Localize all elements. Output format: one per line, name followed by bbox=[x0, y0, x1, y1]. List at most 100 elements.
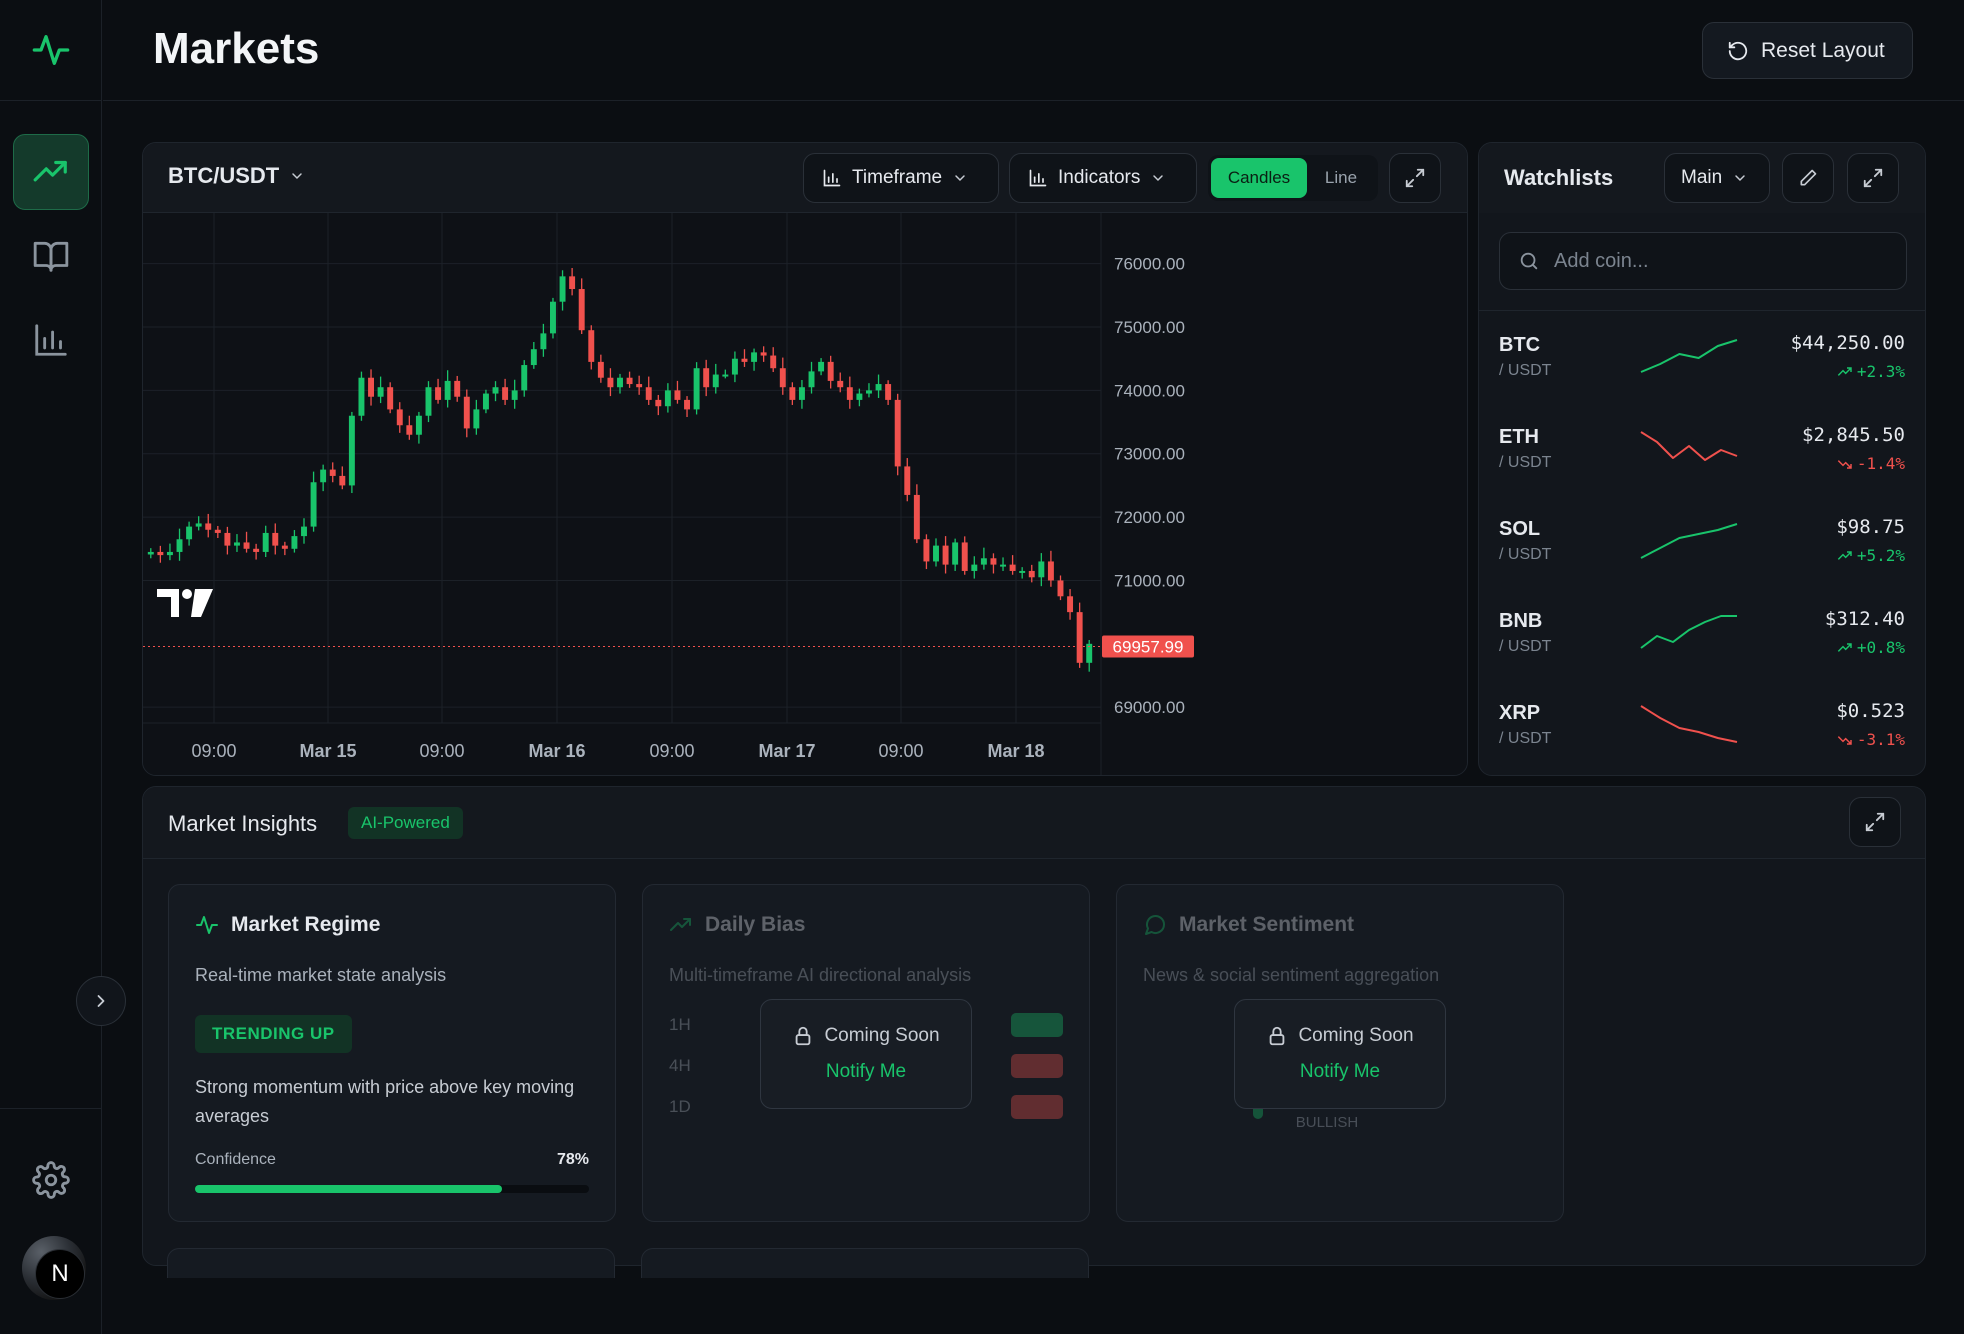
candle-body bbox=[186, 526, 193, 540]
sidebar-expand-button[interactable] bbox=[76, 976, 126, 1026]
watchlist-row[interactable]: SOL / USDT $98.75 +5.2% bbox=[1479, 504, 1925, 596]
coming-soon-label: Coming Soon bbox=[792, 1025, 940, 1047]
notify-me-link[interactable]: Notify Me bbox=[825, 1061, 907, 1082]
candle-body bbox=[664, 390, 671, 407]
candle-body bbox=[607, 377, 614, 388]
edit-watchlist-button[interactable] bbox=[1782, 153, 1834, 203]
user-avatar[interactable]: N bbox=[22, 1236, 86, 1300]
watchlist-quote: / USDT bbox=[1499, 454, 1552, 471]
pair-selector[interactable]: BTC/USDT bbox=[168, 163, 305, 189]
watchlist-change-text: -3.1% bbox=[1856, 730, 1905, 749]
sparkline-path bbox=[1640, 705, 1738, 743]
chart-mode-toggle: Candles Line bbox=[1208, 155, 1378, 201]
candle-body bbox=[578, 289, 585, 331]
candle-body bbox=[712, 374, 719, 388]
candle-body bbox=[368, 377, 374, 397]
watchlist-selector[interactable]: Main bbox=[1664, 153, 1770, 203]
watchlist-row[interactable]: BTC / USDT $44,250.00 +2.3% bbox=[1479, 320, 1925, 412]
watchlist-price: $2,845.50 bbox=[1802, 424, 1905, 446]
watchlist-row[interactable]: BNB / USDT $312.40 +0.8% bbox=[1479, 596, 1925, 688]
candle-body bbox=[234, 542, 240, 546]
confidence-bar bbox=[195, 1185, 589, 1193]
watchlist-price: $0.523 bbox=[1836, 700, 1905, 722]
watchlist-divider bbox=[1479, 310, 1925, 311]
watchlist-quote: / USDT bbox=[1499, 546, 1552, 563]
candle-body bbox=[396, 409, 403, 426]
nav-settings[interactable] bbox=[13, 1142, 89, 1218]
rotate-ccw-icon bbox=[1728, 41, 1748, 60]
candle-body bbox=[530, 349, 537, 366]
watchlist-sparkline bbox=[1640, 523, 1738, 559]
watchlist-expand-button[interactable] bbox=[1847, 153, 1899, 203]
sparkline-path bbox=[1640, 523, 1738, 559]
market-regime-title: Market Regime bbox=[195, 913, 380, 937]
search-icon bbox=[1520, 252, 1538, 270]
insights-expand-button[interactable] bbox=[1849, 797, 1901, 847]
trending-up-icon bbox=[1837, 550, 1852, 560]
candle-body bbox=[760, 352, 767, 356]
candle-body bbox=[377, 387, 384, 397]
candle-body bbox=[674, 390, 681, 400]
candle-body bbox=[1047, 561, 1054, 581]
timeframe-dropdown[interactable]: Timeframe bbox=[803, 153, 999, 203]
nav-analytics[interactable] bbox=[13, 302, 89, 378]
watchlist-change: +5.2% bbox=[1837, 546, 1905, 565]
watchlist-quote: / USDT bbox=[1499, 362, 1552, 379]
candle-body bbox=[655, 399, 662, 407]
coming-soon-label: Coming Soon bbox=[1266, 1025, 1414, 1047]
last-price-badge bbox=[1102, 635, 1194, 658]
candle-body bbox=[856, 393, 863, 400]
sidebar: N bbox=[0, 0, 102, 1334]
maximize-icon bbox=[1865, 812, 1885, 832]
timeframe-label: Timeframe bbox=[852, 167, 943, 188]
candle-body bbox=[1000, 564, 1006, 567]
message-circle-icon bbox=[1145, 915, 1165, 935]
avatar-initial: N bbox=[35, 1249, 85, 1299]
chart-area[interactable]: 76000.00 75000.00 74000.00 73000.00 72000.00… bbox=[143, 213, 1468, 776]
chart-expand-button[interactable] bbox=[1389, 153, 1441, 203]
candle-body bbox=[1057, 580, 1064, 597]
watchlist-change: -3.1% bbox=[1837, 730, 1905, 749]
mode-line-button[interactable]: Line bbox=[1324, 168, 1358, 187]
trending-up-icon bbox=[670, 918, 691, 931]
watchlist-sparkline bbox=[1640, 705, 1738, 743]
confidence-value: 78% bbox=[556, 1151, 589, 1168]
nav-markets[interactable] bbox=[13, 134, 89, 210]
mode-candles-button[interactable]: Candles bbox=[1211, 158, 1307, 198]
app-logo[interactable] bbox=[0, 0, 102, 101]
candle-body bbox=[348, 415, 355, 486]
notify-me-link[interactable]: Notify Me bbox=[1299, 1061, 1381, 1082]
candle-body bbox=[291, 536, 298, 549]
candle-body bbox=[262, 532, 269, 552]
bias-pill-4h bbox=[1011, 1054, 1063, 1078]
candle-body bbox=[569, 276, 576, 290]
coming-soon-overlay: Coming Soon Notify Me bbox=[1234, 999, 1446, 1109]
watchlist-change: -1.4% bbox=[1837, 454, 1905, 473]
indicators-dropdown[interactable]: Indicators bbox=[1009, 153, 1197, 203]
chevron-right-icon bbox=[97, 995, 105, 1007]
sidebar-divider bbox=[0, 1108, 102, 1109]
candle-body bbox=[827, 361, 834, 381]
nav-journal[interactable] bbox=[13, 218, 89, 294]
bias-tf-1d: 1D bbox=[669, 1097, 691, 1116]
candle-body bbox=[645, 387, 652, 400]
candle-body bbox=[1019, 570, 1026, 573]
candle-body bbox=[770, 355, 777, 369]
trending-down-icon bbox=[1837, 459, 1852, 469]
watchlist-row[interactable]: XRP / USDT $0.523 -3.1% bbox=[1479, 688, 1925, 775]
reset-layout-button[interactable]: Reset Layout bbox=[1702, 22, 1913, 79]
gear-icon bbox=[32, 1161, 70, 1199]
market-sentiment-title: Market Sentiment bbox=[1143, 913, 1354, 937]
watchlist-row[interactable]: ETH / USDT $2,845.50 -1.4% bbox=[1479, 412, 1925, 504]
candle-body bbox=[741, 358, 748, 362]
candle-body bbox=[205, 523, 212, 530]
candle-body bbox=[693, 368, 700, 410]
add-coin-input[interactable] bbox=[1554, 249, 1894, 273]
candle-body bbox=[550, 301, 556, 334]
candle-body bbox=[540, 333, 547, 350]
candlestick-chart[interactable]: 76000.00 75000.00 74000.00 73000.00 72000.00… bbox=[143, 213, 1468, 776]
coming-soon-text: Coming Soon bbox=[1298, 1025, 1414, 1046]
market-regime-subtitle: Real-time market state analysis bbox=[195, 965, 447, 985]
watchlist-sparkline bbox=[1640, 431, 1738, 461]
top-bar: Markets Reset Layout bbox=[103, 0, 1964, 101]
